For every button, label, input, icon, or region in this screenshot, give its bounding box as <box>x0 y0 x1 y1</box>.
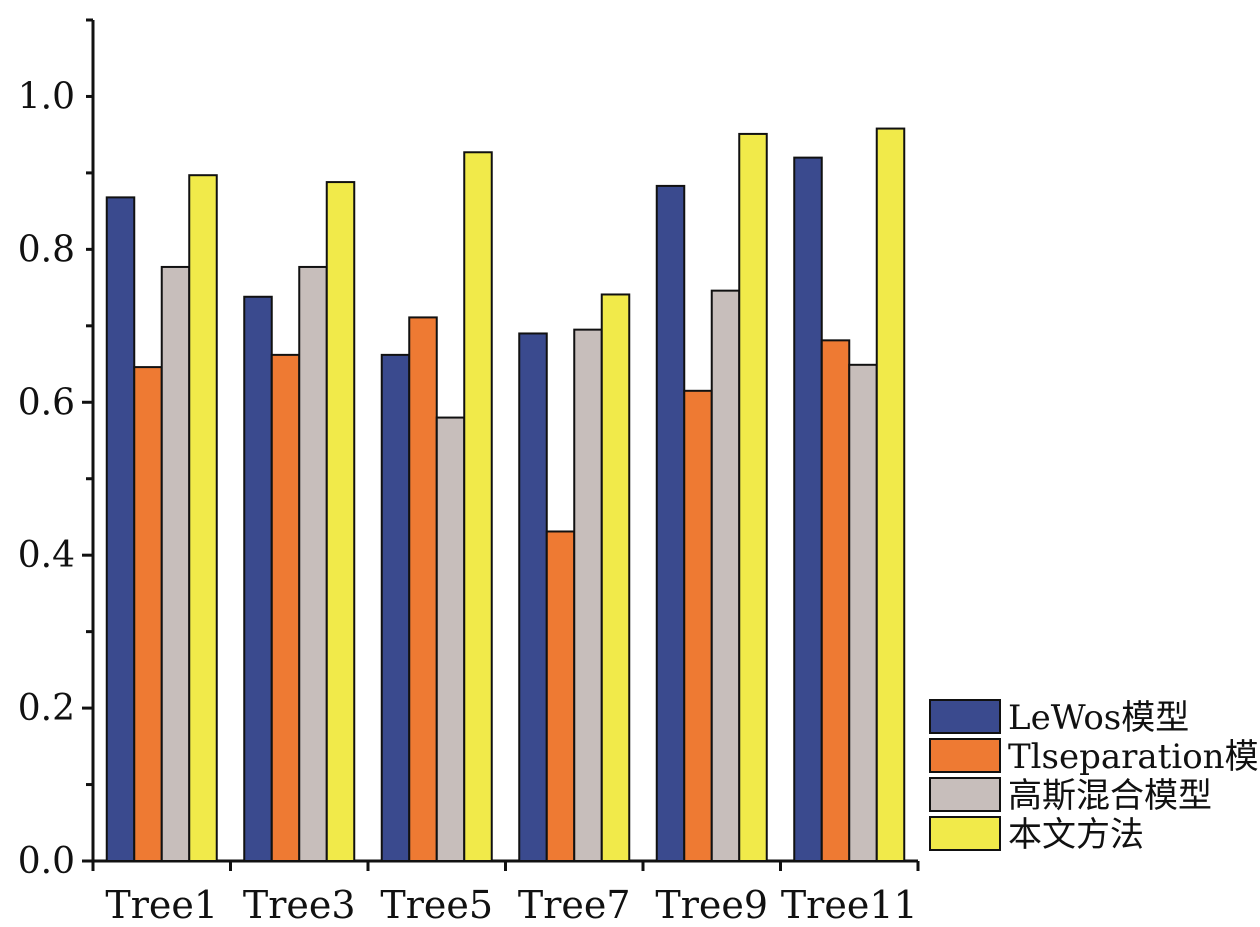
x-tick-label: Tree7 <box>518 883 631 923</box>
bar <box>545 530 576 862</box>
bar <box>270 353 301 862</box>
bar <box>325 181 356 863</box>
bar <box>683 389 713 862</box>
bar <box>738 132 768 862</box>
legend-swatch <box>929 816 1001 851</box>
bar <box>188 174 218 863</box>
bar <box>875 127 906 863</box>
bar <box>105 196 136 862</box>
bars <box>105 127 906 863</box>
bar <box>655 184 686 862</box>
bar <box>848 363 878 862</box>
legend-label: LeWos模型 <box>1008 698 1189 738</box>
legend-label: 高斯混合模型 <box>1008 776 1212 816</box>
bar <box>160 265 191 862</box>
x-tick-label: Tree1 <box>105 883 218 923</box>
y-tick-label: 0.8 <box>18 229 75 270</box>
y-tick-label: 1.0 <box>18 76 75 117</box>
bar <box>463 151 493 862</box>
legend-label: Tlseparation模型 <box>1008 737 1260 777</box>
bar <box>380 353 411 862</box>
legend-swatch <box>929 777 1001 812</box>
x-tick-label: Tree11 <box>781 883 918 923</box>
axes: 0.0 0.2 0.4 0.6 0.8 1.0 Tree1 Tree3 Tree5 Tree7 Tr… <box>18 18 920 927</box>
bar <box>408 316 438 862</box>
bar <box>435 416 466 862</box>
legend-label: 本文方法 <box>1008 815 1144 855</box>
bar <box>298 265 328 862</box>
bar <box>243 295 273 862</box>
legend-swatch <box>929 699 1001 734</box>
bar <box>518 332 548 862</box>
bar <box>793 156 823 863</box>
bar <box>600 293 631 863</box>
y-tick-label: 0.4 <box>18 535 75 576</box>
x-tick-label: Tree9 <box>655 883 768 923</box>
bar <box>573 328 603 862</box>
legend: LeWos模型Tlseparation模型高斯混合模型本文方法 <box>929 698 1260 855</box>
bar <box>710 289 741 862</box>
legend-swatch <box>929 738 1001 773</box>
x-tick-label: Tree5 <box>380 883 493 923</box>
y-tick-label: 0.6 <box>18 382 75 423</box>
bar <box>133 366 163 862</box>
y-tick-label: 0.0 <box>18 841 75 882</box>
y-tick-label: 0.2 <box>18 688 75 729</box>
bar <box>820 339 851 862</box>
x-tick-label: Tree3 <box>243 883 356 923</box>
